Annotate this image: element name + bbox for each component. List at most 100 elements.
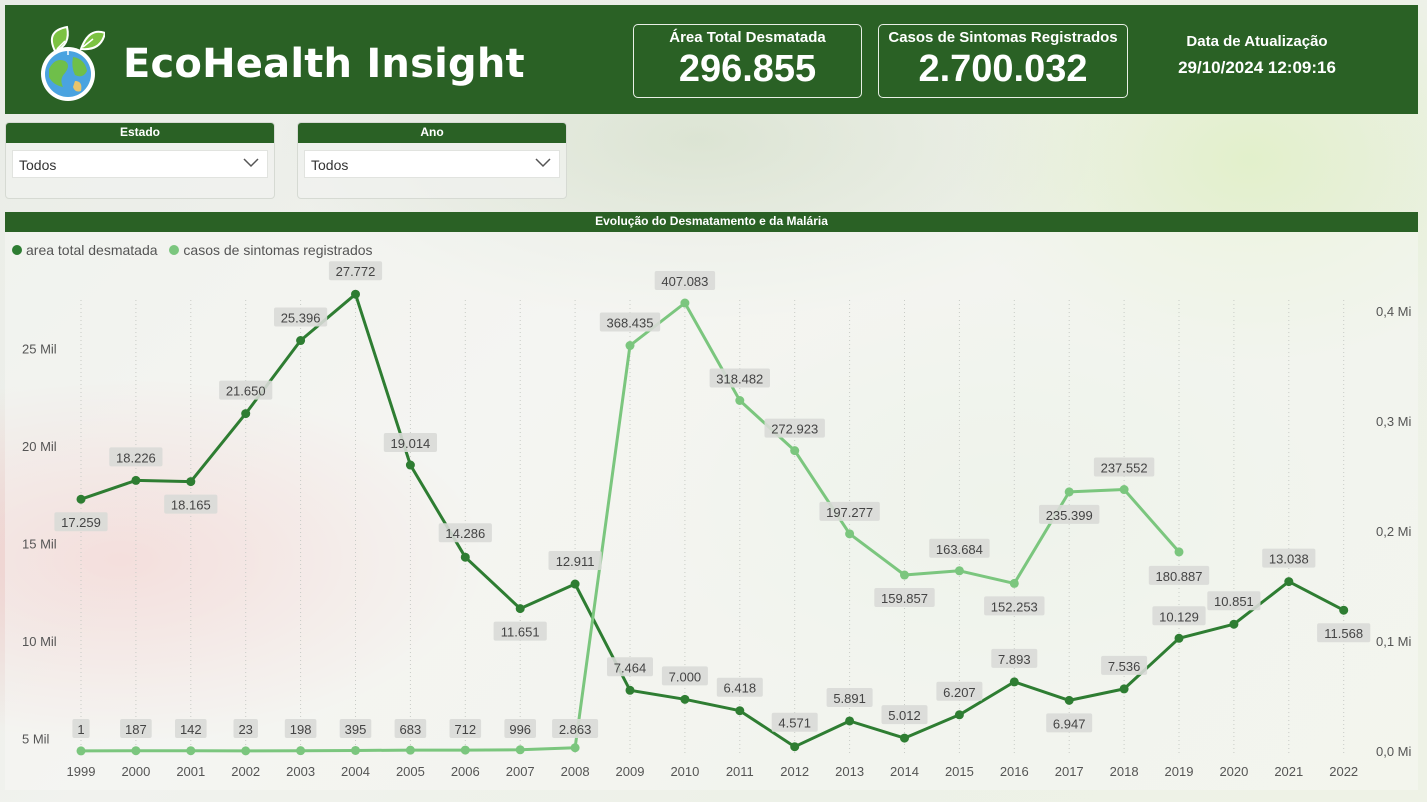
x-tick-label: 2022 <box>1329 764 1358 779</box>
data-label-bg <box>819 501 880 521</box>
data-label: 12.911 <box>556 554 595 569</box>
data-point <box>515 745 525 755</box>
data-label: 163.684 <box>936 542 983 557</box>
y-right-tick-label: 0,2 Mi <box>1376 524 1412 539</box>
legend-label-cases: casos de sintomas registrados <box>183 242 373 258</box>
data-label: 19.014 <box>391 436 431 451</box>
data-label-bg <box>328 261 383 281</box>
data-label-bg <box>771 712 818 732</box>
data-label-bg <box>219 380 273 400</box>
legend-dot-cases <box>169 245 180 255</box>
ano-dropdown[interactable]: Todos <box>304 150 560 178</box>
data-label-bg <box>709 368 770 388</box>
data-point <box>1064 487 1074 497</box>
series-line-area <box>80 292 1345 749</box>
data-label-bg <box>1152 606 1206 626</box>
estado-slicer: Estado Todos <box>5 122 275 199</box>
data-label-bg <box>929 538 990 558</box>
data-label-bg <box>383 433 437 453</box>
data-point <box>790 446 800 456</box>
x-tick-label: 2019 <box>1165 764 1194 779</box>
x-tick-label: 2001 <box>176 764 205 779</box>
app-title: EcoHealth Insight <box>123 41 525 87</box>
data-label: 5.012 <box>888 708 921 723</box>
x-tick-label: 2006 <box>451 764 480 779</box>
y-left-tick-label: 5 Mil <box>22 731 50 746</box>
data-label-bg <box>284 719 317 738</box>
data-label: 712 <box>454 722 476 737</box>
data-point <box>845 529 855 539</box>
data-point <box>1009 578 1019 588</box>
data-point <box>845 716 855 726</box>
data-label: 368.435 <box>607 316 654 331</box>
data-point <box>570 743 580 753</box>
x-tick-label: 2007 <box>506 764 535 779</box>
x-tick-label: 2002 <box>231 764 260 779</box>
data-label: 7.464 <box>614 660 647 675</box>
data-label-bg <box>764 418 825 438</box>
data-label: 683 <box>400 722 422 737</box>
data-point <box>625 341 635 351</box>
y-right-tick-label: 0,0 Mi <box>1376 744 1412 759</box>
data-point <box>460 745 470 755</box>
data-label: 11.568 <box>1324 626 1363 641</box>
data-point <box>296 336 306 346</box>
kpi-cases-label: Casos de Sintomas Registrados <box>888 29 1118 46</box>
y-right-tick-label: 0,4 Mi <box>1376 304 1412 319</box>
x-tick-label: 2016 <box>1000 764 1029 779</box>
data-label: 318.482 <box>716 371 763 386</box>
data-label-bg <box>1207 591 1261 611</box>
chevron-down-icon <box>535 158 551 168</box>
x-tick-label: 2014 <box>890 764 919 779</box>
data-point <box>351 289 360 299</box>
data-label: 7.893 <box>998 652 1031 667</box>
estado-dropdown[interactable]: Todos <box>12 150 268 178</box>
data-label: 23 <box>238 722 252 737</box>
data-point <box>186 746 196 756</box>
data-label-bg <box>72 719 90 738</box>
data-point <box>1119 684 1129 694</box>
data-label: 2.863 <box>559 722 592 737</box>
data-label: 235.399 <box>1046 508 1093 523</box>
legend-item-area[interactable]: area total desmatada <box>12 242 158 258</box>
data-point <box>680 694 690 704</box>
data-label: 6.947 <box>1053 716 1086 731</box>
data-label-bg <box>716 677 763 697</box>
y-left-tick-label: 25 Mil <box>22 341 57 356</box>
data-label-bg <box>164 494 218 514</box>
data-point <box>570 579 580 589</box>
x-tick-label: 2017 <box>1055 764 1084 779</box>
update-value: 29/10/2024 12:09:16 <box>1178 58 1336 77</box>
data-point <box>515 604 525 614</box>
data-label-bg <box>1039 504 1100 524</box>
data-point <box>241 746 251 756</box>
data-point <box>241 409 251 419</box>
data-label: 25.396 <box>281 311 321 326</box>
kpi-cases-value: 2.700.032 <box>918 48 1088 90</box>
data-label: 18.226 <box>116 450 156 465</box>
kpi-area-label: Área Total Desmatada <box>669 29 826 46</box>
data-point <box>186 477 196 487</box>
data-label: 996 <box>509 722 531 737</box>
x-tick-label: 2003 <box>286 764 315 779</box>
data-point <box>900 733 909 743</box>
data-label-bg <box>826 687 873 707</box>
data-point <box>351 745 360 755</box>
data-label-bg <box>1093 457 1155 477</box>
data-point <box>1174 633 1184 643</box>
y-right-tick-label: 0,1 Mi <box>1376 634 1412 649</box>
y-left-tick-label: 10 Mil <box>22 634 57 649</box>
data-label: 14.286 <box>445 526 485 541</box>
chart-title: Evolução do Desmatamento e da Malária <box>5 212 1418 232</box>
y-left-tick-label: 15 Mil <box>22 536 57 551</box>
data-label: 13.038 <box>1269 552 1309 567</box>
x-tick-label: 2020 <box>1219 764 1248 779</box>
data-label-bg <box>874 588 935 608</box>
data-label: 27.772 <box>336 264 376 279</box>
data-label-bg <box>599 312 661 332</box>
data-label-bg <box>175 719 207 738</box>
data-point <box>460 552 470 562</box>
legend-item-cases[interactable]: casos de sintomas registrados <box>169 242 373 258</box>
data-label: 395 <box>345 722 367 737</box>
data-label: 4.571 <box>778 716 811 731</box>
